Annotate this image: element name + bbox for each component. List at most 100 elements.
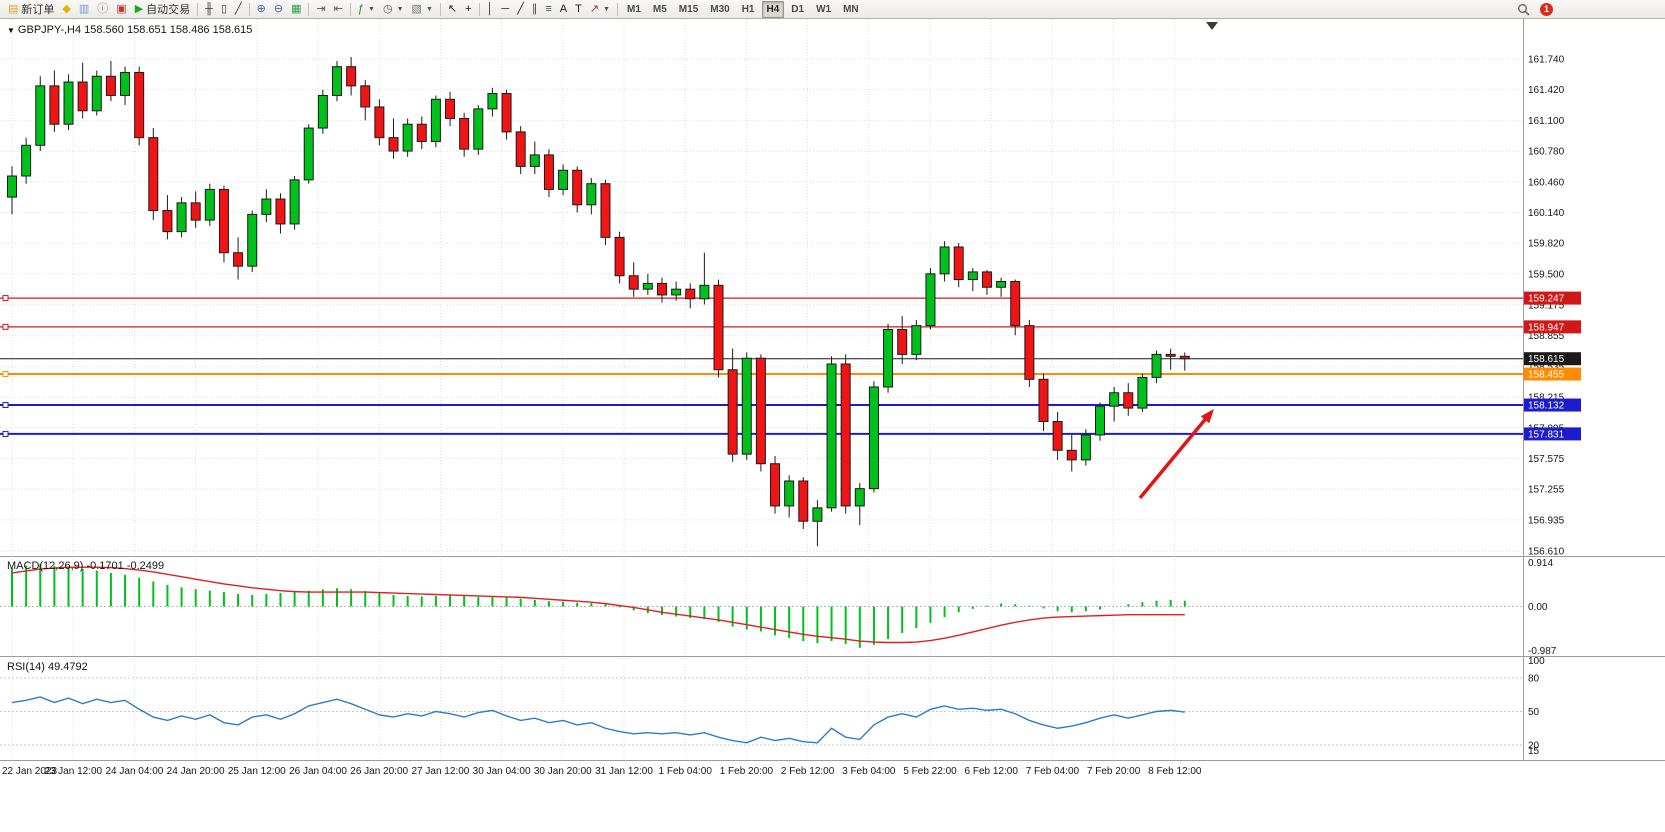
vertical-line-icon: │: [486, 2, 494, 15]
metaeditor-icon: ◆: [62, 2, 71, 15]
cursor-button[interactable]: ↖: [444, 1, 461, 18]
candle: [713, 284, 724, 371]
chart-shift-marker-icon[interactable]: [1206, 22, 1218, 30]
fibonacci-button[interactable]: ≡: [541, 1, 555, 18]
notification-badge[interactable]: 1: [1540, 2, 1553, 16]
candle: [1179, 355, 1190, 360]
level-price-badge: [1524, 427, 1581, 441]
indicators-button[interactable]: ƒ ▼: [354, 1, 379, 18]
candle: [501, 93, 512, 133]
candle: [770, 463, 781, 507]
trend-arrow[interactable]: [1138, 414, 1210, 500]
price-tick-label: 156.935: [1528, 515, 1565, 526]
candlestick-chart-button[interactable]: ▯: [217, 1, 231, 18]
price-tick-label: 160.780: [1528, 147, 1565, 158]
price-tick-label: 157.255: [1528, 485, 1565, 496]
candle: [1038, 378, 1049, 423]
dropdown-caret-icon: ▼: [396, 5, 404, 13]
candle: [727, 369, 738, 455]
toolbar-separator: [478, 2, 480, 16]
level-anchor-handle[interactable]: [2, 371, 9, 378]
zoom-in-button[interactable]: ⊕: [253, 1, 270, 18]
axis-layer: 161.740 161.420 161.100 160.780 160.460 160.1…: [2, 55, 1565, 778]
candle: [21, 144, 32, 177]
candle: [840, 363, 851, 507]
candle: [656, 282, 667, 296]
trendline-icon: ╱: [517, 2, 524, 15]
zoom-out-button[interactable]: ⊖: [270, 1, 287, 18]
candle: [798, 480, 809, 522]
tile-windows-button[interactable]: ▦: [287, 1, 305, 18]
timeframe-button-mn[interactable]: MN: [843, 3, 859, 15]
time-tick-label: 6 Feb 12:00: [965, 766, 1019, 777]
price-tick-label: 158.855: [1528, 331, 1565, 342]
candle: [939, 246, 950, 275]
market-watch-button[interactable]: ▥: [75, 1, 93, 18]
time-tick-label: 26 Jan 04:00: [289, 766, 347, 777]
badge-price-label: 158.615: [1528, 354, 1565, 365]
bar-chart-button[interactable]: ╫: [201, 1, 217, 18]
timeframe-button-m1[interactable]: M1: [626, 3, 641, 15]
timeframe-button-w1[interactable]: W1: [816, 3, 832, 15]
timeframe-button-d1[interactable]: D1: [791, 3, 805, 15]
timeframe-button-h4[interactable]: H4: [761, 0, 785, 18]
text-label-button[interactable]: T: [571, 1, 586, 18]
chart-title: ▼ GBPJPY-,H4 158.560 158.651 158.486 158.…: [7, 24, 252, 36]
new-order-button[interactable]: ▤ 新订单: [4, 1, 58, 18]
candle: [487, 93, 498, 110]
timeframe-button-m5[interactable]: M5: [652, 3, 667, 15]
vertical-line-button[interactable]: │: [483, 1, 498, 18]
candle: [911, 325, 922, 355]
level-anchor-handle[interactable]: [2, 430, 9, 437]
data-window-button[interactable]: ⓘ: [93, 1, 112, 18]
price-tick-label: 161.100: [1528, 116, 1565, 127]
candle: [1165, 353, 1176, 357]
time-tick-label: 24 Jan 04:00: [105, 766, 163, 777]
candle: [459, 117, 470, 150]
equidistant-channel-icon: ∥: [531, 2, 538, 15]
auto-scroll-icon: ⇥: [316, 2, 326, 15]
crosshair-button[interactable]: +: [461, 1, 475, 18]
chart-shift-button[interactable]: ⇤: [330, 1, 347, 18]
price-tick-label: 161.420: [1528, 85, 1565, 96]
level-anchor-handle[interactable]: [2, 323, 9, 330]
rsi-tick-label: 15: [1528, 746, 1540, 757]
auto-trading-icon: ▶: [134, 2, 144, 15]
macd-tick-label: -0.987: [1528, 646, 1557, 657]
price-tick-label: 160.140: [1528, 208, 1565, 219]
search-icon[interactable]: [1517, 3, 1530, 16]
metaeditor-button[interactable]: ◆: [58, 1, 74, 18]
candle: [642, 282, 653, 290]
macd-panel-label: MACD(12,26,9) -0.1701 -0.2499: [7, 560, 165, 572]
chart-marker-icon: ▼: [7, 26, 15, 35]
candle: [586, 183, 597, 206]
time-tick-label: 30 Jan 20:00: [534, 766, 592, 777]
level-anchor-handle[interactable]: [2, 295, 9, 302]
auto-scroll-button[interactable]: ⇥: [312, 1, 329, 18]
candle: [572, 169, 583, 206]
macd-panel: [0, 564, 1524, 648]
timeframe-button-m30[interactable]: M30: [710, 3, 730, 15]
line-chart-button[interactable]: ╱: [231, 1, 246, 18]
timeframe-button-h1[interactable]: H1: [741, 3, 755, 15]
macd-signal-line: [11, 566, 1185, 644]
indicators-icon: ƒ: [357, 2, 365, 15]
text-button[interactable]: A: [556, 1, 571, 18]
equidistant-channel-button[interactable]: ∥: [528, 1, 542, 18]
templates-button[interactable]: ▧ ▼: [408, 1, 437, 18]
market-watch-icon: ▥: [78, 2, 90, 15]
timeframe-button-m15[interactable]: M15: [678, 3, 699, 15]
auto-trading-button[interactable]: ▶ 自动交易: [131, 1, 194, 18]
strategy-tester-button[interactable]: ▣: [112, 1, 130, 18]
trendline-button[interactable]: ╱: [513, 1, 528, 18]
horizontal-line-button[interactable]: ─: [497, 1, 513, 18]
arrows-button[interactable]: ↗ ▼: [586, 1, 614, 18]
periods-button[interactable]: ◷ ▼: [379, 1, 408, 18]
time-tick-label: 22 Jan 2023: [2, 766, 57, 777]
price-tick-label: 157.575: [1528, 454, 1565, 465]
level-anchor-handle[interactable]: [2, 402, 9, 409]
candle: [883, 328, 894, 388]
time-tick-label: 25 Jan 12:00: [228, 766, 286, 777]
